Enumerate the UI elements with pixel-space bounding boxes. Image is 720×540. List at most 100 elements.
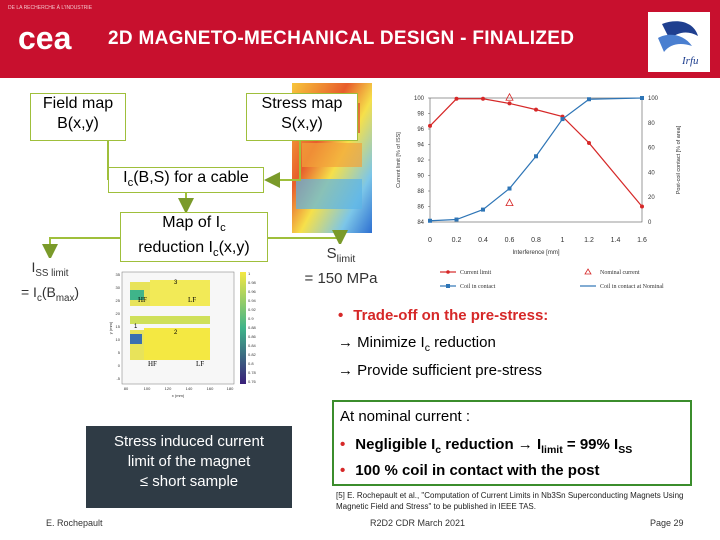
irfu-logo: Irfu <box>648 12 710 72</box>
map-to-iss-arrow <box>42 237 120 260</box>
chart-point-coil-contact <box>640 96 644 100</box>
map-title: Map of I <box>162 214 221 231</box>
tradeoff-text: Trade-off on the pre-stress: <box>353 307 549 324</box>
slimit-symbol: S <box>326 245 337 262</box>
nominal-bullet-1: • Negligible Ic reduction → Ilimit = 99% … <box>340 436 633 456</box>
chart-x-tick: 0.8 <box>531 237 541 244</box>
chart-y-left-tick: 90 <box>417 174 424 180</box>
svg-text:140: 140 <box>186 386 193 391</box>
chart-point-coil-contact <box>481 207 485 212</box>
svg-text:80: 80 <box>124 386 129 391</box>
iss-eq-end: ) <box>74 283 80 300</box>
icmap-cable-1: 1 <box>134 324 138 330</box>
map-formula-sub: c <box>213 247 219 260</box>
svg-text:0.98: 0.98 <box>248 280 257 285</box>
chart-series-line <box>429 98 643 207</box>
right-arrow-icon: → <box>517 436 533 453</box>
nominal-bullet-2: • 100 % coil in contact with the post <box>340 462 600 479</box>
chart-nominal-marker <box>505 198 514 207</box>
svg-text:180: 180 <box>227 386 234 391</box>
svg-text:-5: -5 <box>116 376 120 381</box>
svg-text:0.88: 0.88 <box>248 325 257 330</box>
svg-text:25: 25 <box>116 298 121 303</box>
field-map-box: Field map B(x,y) <box>30 93 126 141</box>
right-arrow-icon: → <box>338 334 358 351</box>
stress-map-label: Stress map <box>261 95 343 112</box>
chart-y-right-tick: 80 <box>648 121 655 127</box>
reference-note: [5] E. Rochepault et al., "Computation o… <box>336 491 684 511</box>
ic-reduction-map-image: HF LF HF LF 3 1 2 35 30 25 20 15 10 5 0 … <box>108 264 266 400</box>
bullet-dot-icon: • <box>340 462 346 479</box>
svg-text:0.8: 0.8 <box>248 361 254 366</box>
ic-reduction-map-box: Map of Ic reduction Ic(x,y) <box>120 212 268 262</box>
chart-legend-triangle <box>584 268 592 275</box>
stress-limit-box: Slimit = 150 MPa <box>290 244 392 288</box>
footer-author: E. Rochepault <box>46 518 103 528</box>
chart-x-axis-label: Interference [mm] <box>512 250 559 256</box>
svg-text:0: 0 <box>118 363 121 368</box>
iss-eq-max: max <box>55 292 75 304</box>
iss-symbol: I <box>31 259 36 275</box>
svg-text:0.94: 0.94 <box>248 298 257 303</box>
svg-text:0.86: 0.86 <box>248 334 257 339</box>
chart-y-left-tick: 100 <box>414 96 425 102</box>
chart-legend-label: Coil in contact at Nominal <box>600 284 664 290</box>
chart-x-tick: 0 <box>428 237 432 244</box>
chart-x-tick: 0.6 <box>505 237 515 244</box>
field-map-formula: B(x,y) <box>57 115 99 132</box>
chart-y-left-tick: 86 <box>417 205 424 211</box>
iss-limit-box: ISS limit = Ic(Bmax) <box>2 258 98 304</box>
chart-point-current-limit <box>507 101 512 106</box>
svg-text:1: 1 <box>248 271 251 276</box>
slimit-subscript: limit <box>336 253 356 265</box>
svg-text:0.92: 0.92 <box>248 307 257 312</box>
chart-point-current-limit <box>481 96 485 101</box>
ic-symbol: I <box>123 169 128 186</box>
svg-text:15: 15 <box>116 324 121 329</box>
svg-text:100: 100 <box>144 386 151 391</box>
icmap-y-axis-label: y (mm) <box>108 321 113 334</box>
chart-y-left-tick: 94 <box>417 143 424 149</box>
chart-y-right-tick: 40 <box>648 170 655 176</box>
chart-x-tick: 1.6 <box>637 237 647 244</box>
chart-point-current-limit <box>640 204 644 209</box>
iss-eq-b: (B <box>41 283 56 300</box>
svg-text:35: 35 <box>116 272 121 277</box>
tradeoff-bullet: • Trade-off on the pre-stress: <box>338 307 548 324</box>
chart-x-tick: 1 <box>561 237 565 244</box>
chart-y-right-tick: 20 <box>648 195 655 201</box>
svg-text:0.84: 0.84 <box>248 343 257 348</box>
minimize-rest: reduction <box>429 334 496 351</box>
icmap-label-lf-1: LF <box>188 296 196 304</box>
stress-induced-limit-box: Stress induced current limit of the magn… <box>86 426 292 508</box>
nominal-heading: At nominal current : <box>340 408 471 425</box>
svg-text:20: 20 <box>116 311 121 316</box>
chart-point-current-limit <box>534 107 538 112</box>
map-formula-rest: (x,y) <box>218 239 250 257</box>
chart-series-line <box>429 97 643 222</box>
slimit-value: = 150 MPa <box>304 270 378 287</box>
stress-map-formula: S(x,y) <box>281 115 323 132</box>
chart-y-right-tick: 60 <box>648 146 655 152</box>
stress-map-box: Stress map S(x,y) <box>246 93 358 141</box>
chart-y-right-tick: 0 <box>648 220 652 226</box>
chart-plot-area <box>429 97 643 223</box>
chart-x-tick: 1.4 <box>611 237 621 244</box>
svg-text:0.96: 0.96 <box>248 289 257 294</box>
minimize-text: Minimize I <box>357 334 425 351</box>
nominal-current-box: At nominal current : • Negligible Ic redu… <box>332 400 692 486</box>
cea-logo-text: cea <box>18 20 72 56</box>
chart-point-current-limit <box>587 140 591 145</box>
cea-logo: cea <box>18 20 72 56</box>
chart-y-left-tick: 92 <box>417 158 424 164</box>
ic-cable-box: Ic(B,S) for a cable <box>108 167 264 193</box>
slide-header: DE LA RECHERCHE À L'INDUSTRIE cea 2D MAG… <box>0 0 720 78</box>
svg-text:0.76: 0.76 <box>248 379 257 384</box>
chart-point-coil-contact <box>507 186 512 191</box>
stress-box-line-3: ≤ short sample <box>139 473 239 490</box>
org-tagline: DE LA RECHERCHE À L'INDUSTRIE <box>8 5 93 11</box>
icmap-label-hf-1: HF <box>138 296 147 304</box>
current-limit-chart: 100 98 96 94 92 90 88 86 84 100 80 60 40 20 0 0 0.2 0.4 0.… <box>396 92 682 290</box>
icmap-x-axis-label: x (mm) <box>172 393 185 398</box>
chart-y-right-tick: 100 <box>648 96 659 102</box>
